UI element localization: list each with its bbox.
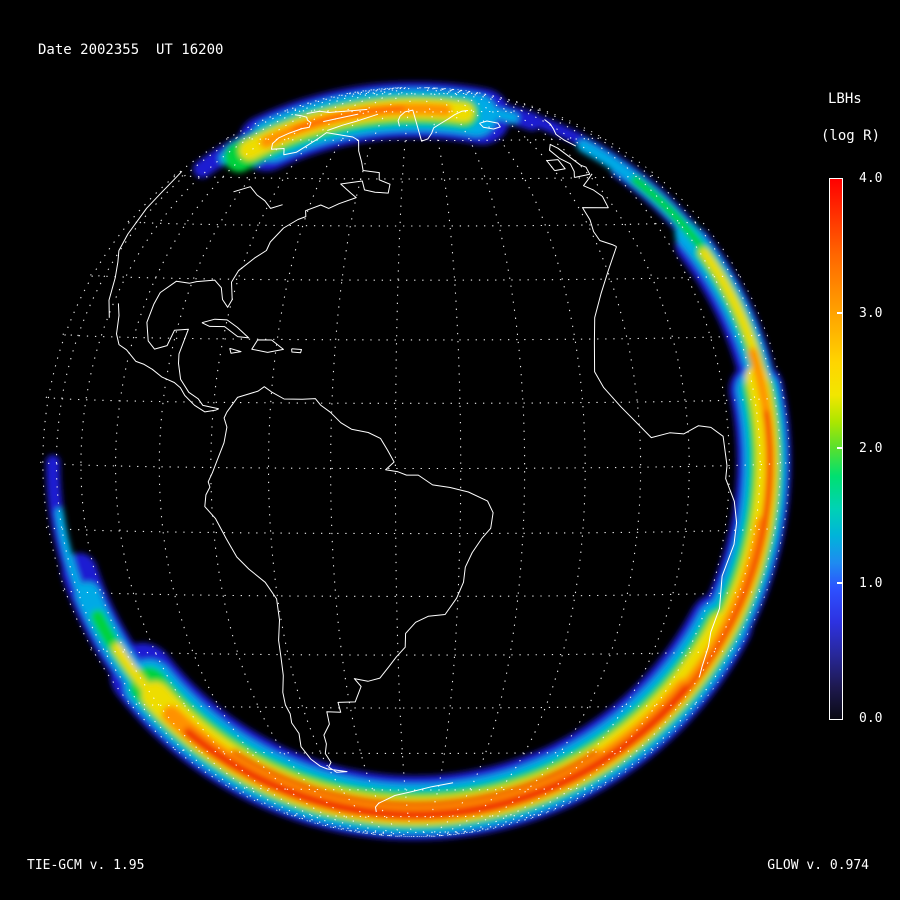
coastline-baffin	[327, 113, 379, 131]
coastline-na_east	[146, 114, 391, 410]
coastline-arctic1	[307, 108, 368, 114]
footer-model-version: TIE-GCM v. 1.95	[27, 858, 145, 873]
coastline-arctic2	[323, 113, 359, 123]
coastline-antarctic_peninsula	[375, 782, 454, 813]
coastline-cuba	[201, 318, 250, 339]
coastline-hispaniola	[251, 339, 284, 353]
colorbar-subtitle: (log R)	[821, 128, 881, 144]
coastline-jamaica	[229, 347, 242, 354]
colorbar-tick-label: 2.0	[859, 441, 883, 456]
coastlines	[108, 108, 738, 813]
plot-title: Date 2002355 UT 16200	[38, 42, 224, 58]
colorbar-tick-mark	[837, 582, 842, 584]
coastline-france_iberia	[582, 173, 617, 248]
colorbar-tick-mark	[837, 312, 842, 314]
colorbar-tick-label: 3.0	[859, 306, 883, 321]
coastline-africa_west	[593, 246, 738, 677]
colorbar-tick-mark	[837, 447, 842, 449]
coastline-puerto_rico	[291, 348, 302, 354]
coastline-iceland	[479, 120, 501, 130]
coastline-ireland	[546, 159, 566, 172]
coastline-greenland	[397, 109, 468, 142]
colorbar-tick-label: 1.0	[859, 576, 883, 591]
colorbar-gradient	[829, 178, 843, 720]
coastline-norway	[544, 119, 577, 147]
colorbar-tick-label: 4.0	[859, 171, 883, 186]
coastline-great_lakes	[233, 186, 283, 209]
footer-glow-version: GLOW v. 0.974	[767, 858, 869, 873]
colorbar-tick-label: 0.0	[859, 711, 883, 726]
colorbar-title: LBHs	[828, 91, 862, 107]
coastline-mx_pacific	[116, 303, 219, 413]
coastline-na_west	[108, 170, 183, 318]
aurora-emission-bands	[46, 82, 792, 841]
coastline-uk	[549, 143, 591, 178]
coastline-south_america	[204, 386, 494, 773]
